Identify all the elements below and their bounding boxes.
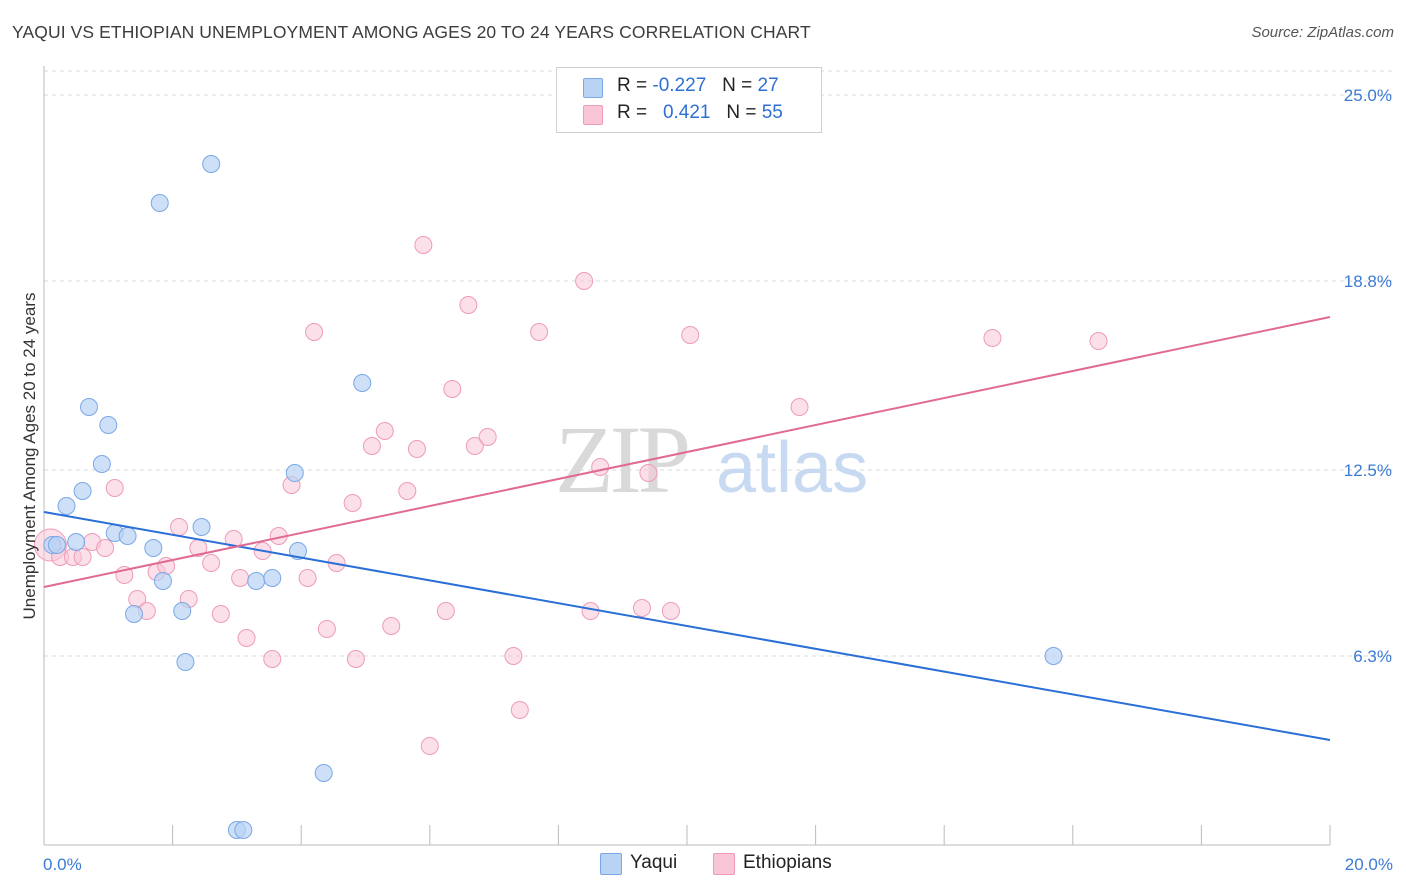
yaqui-bottom-label: Yaqui (630, 852, 678, 873)
ethiopians-point (170, 518, 189, 536)
ethiopians-point (382, 617, 401, 635)
yaqui-point (150, 194, 169, 212)
yaqui-legend-text: R = -0.227 N = 27 (617, 75, 779, 97)
yaqui-trend-line (43, 511, 1331, 741)
yaqui-point (353, 374, 372, 392)
ethiopians-point (510, 701, 529, 719)
correlation-legend: R = -0.227 N = 27 R = 0.421 N = 55 (556, 67, 822, 133)
ethiopians-point (459, 296, 478, 314)
ethiopians-point (504, 647, 523, 665)
y-tick-label: 6.3% (1353, 647, 1392, 666)
yaqui-point (153, 572, 172, 590)
ethiopians-point (343, 494, 362, 512)
ethiopians-point (231, 569, 250, 587)
ethiopians-trend-line (43, 316, 1331, 588)
tick-labels: 6.3% 12.5% 18.8% 25.0% 0.0% 20.0% (43, 86, 1393, 874)
ethiopians-point (346, 650, 365, 668)
yaqui-point (80, 398, 99, 416)
yaqui-point (92, 455, 111, 473)
x-tick-label: 0.0% (43, 855, 82, 874)
watermark-zip: ZIP (555, 406, 688, 513)
yaqui-point (57, 497, 76, 515)
yaqui-point (192, 518, 211, 536)
ethiopians-point (581, 602, 600, 620)
ethiopians-point (420, 737, 439, 755)
ethiopians-point (96, 539, 115, 557)
yaqui-point (125, 605, 144, 623)
ethiopians-point (237, 629, 256, 647)
ethiopians-point (73, 548, 92, 566)
yaqui-n-value: 27 (757, 75, 779, 96)
yaqui-point (173, 602, 192, 620)
ethiopians-point (681, 326, 700, 344)
ethiopians-point (530, 323, 549, 341)
ethiopians-point (305, 323, 324, 341)
ethiopians-point (478, 428, 497, 446)
ethiopians-point (661, 602, 680, 620)
y-axis-label: Unemployment Among Ages 20 to 24 years (20, 292, 39, 620)
ethiopians-point (375, 422, 394, 440)
chart-title: YAQUI VS ETHIOPIAN UNEMPLOYMENT AMONG AG… (12, 22, 811, 42)
yaqui-point (288, 542, 307, 560)
yaqui-point (47, 536, 66, 554)
y-tick-label: 12.5% (1344, 461, 1392, 480)
ethiopians-bottom-swatch (713, 853, 735, 875)
y-tick-label: 25.0% (1344, 86, 1392, 105)
ethiopians-point (105, 479, 124, 497)
ethiopians-point (639, 464, 658, 482)
ethiopians-point (398, 482, 417, 500)
ethiopians-n-value: 55 (761, 102, 783, 123)
trend-lines (43, 316, 1331, 741)
ethiopians-swatch (583, 105, 603, 125)
yaqui-bottom-swatch (600, 853, 622, 875)
yaqui-point (73, 482, 92, 500)
ethiopians-point (414, 236, 433, 254)
ethiopians-point (298, 569, 317, 587)
y-tick-label: 18.8% (1344, 272, 1392, 291)
ethiopians-r-label: R = (617, 102, 648, 123)
yaqui-point (263, 569, 282, 587)
ethiopians-point (1089, 332, 1108, 350)
yaqui-series (43, 155, 1063, 839)
yaqui-point (314, 764, 333, 782)
yaqui-point (67, 533, 86, 551)
yaqui-point (176, 653, 195, 671)
ethiopians-point (317, 620, 336, 638)
yaqui-swatch (583, 78, 603, 98)
ethiopians-point (443, 380, 462, 398)
yaqui-n-label: N = (722, 75, 753, 96)
ethiopians-point (436, 602, 455, 620)
yaqui-r-value: -0.227 (652, 75, 707, 96)
yaqui-point (202, 155, 221, 173)
ethiopians-point (790, 398, 809, 416)
gridlines (44, 70, 1392, 657)
ethiopians-point (591, 458, 610, 476)
ethiopians-point (983, 329, 1002, 347)
ethiopians-point (407, 440, 426, 458)
ethiopians-legend-text: R = 0.421 N = 55 (617, 102, 783, 124)
yaqui-point (234, 821, 253, 839)
ethiopians-point (632, 599, 651, 617)
ethiopians-r-value: 0.421 (662, 102, 711, 123)
yaqui-point (285, 464, 304, 482)
ethiopians-n-label: N = (726, 102, 757, 123)
yaqui-point (118, 527, 137, 545)
ethiopians-point (362, 437, 381, 455)
watermark-atlas: atlas (716, 428, 868, 508)
yaqui-point (247, 572, 266, 590)
ethiopians-bottom-label: Ethiopians (743, 852, 832, 873)
yaqui-point (1044, 647, 1063, 665)
yaqui-point (144, 539, 163, 557)
ethiopians-point (263, 650, 282, 668)
x-tick-label: 20.0% (1345, 855, 1393, 874)
ethiopians-point (202, 554, 221, 572)
axes (43, 66, 1331, 846)
yaqui-r-label: R = (617, 75, 648, 96)
ethiopians-point (211, 605, 230, 623)
ethiopians-point (575, 272, 594, 290)
ethiopians-point (465, 437, 484, 455)
yaqui-point (99, 416, 118, 434)
source-label: Source: ZipAtlas.com (1251, 24, 1394, 41)
